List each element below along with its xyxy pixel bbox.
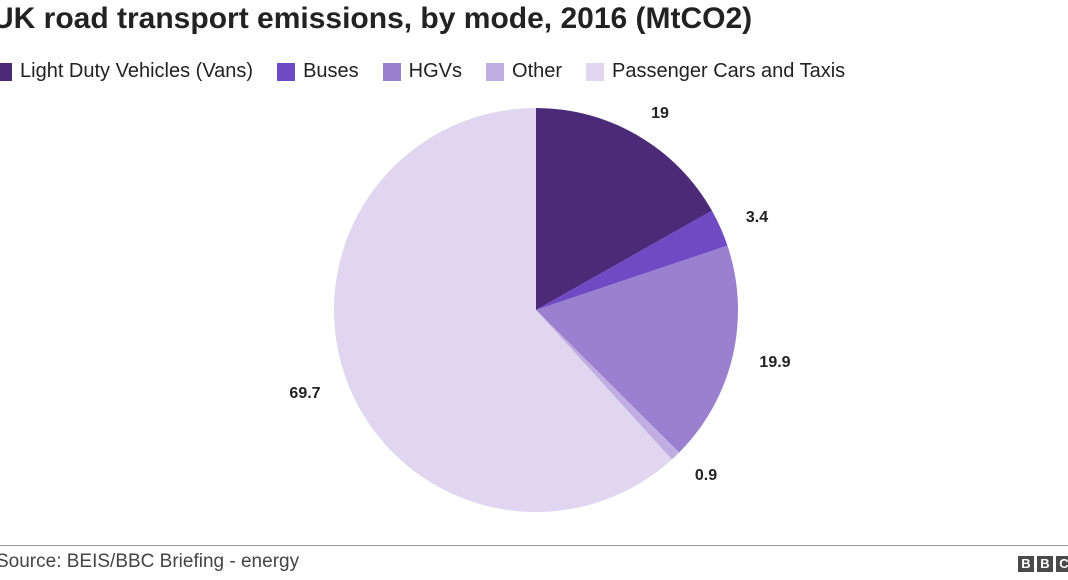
data-label-other: 0.9 — [695, 467, 717, 484]
legend-swatch-hgvs — [382, 62, 401, 81]
pie-slice-hgvs — [536, 245, 739, 453]
legend-item-hgvs: HGVs — [382, 60, 463, 83]
bbc-logo-block: B — [1037, 556, 1053, 572]
pie-slice-vans — [536, 108, 712, 310]
legend-item-cars: Passenger Cars and Taxis — [586, 60, 845, 83]
data-label-buses: 3.4 — [746, 209, 768, 226]
footer-divider — [0, 545, 1068, 546]
source-note: Source: BEIS/BBC Briefing - energy — [0, 551, 300, 572]
pie-slice-buses — [536, 210, 728, 310]
legend-swatch-other — [486, 62, 505, 81]
bbc-logo-block: B — [1018, 556, 1034, 572]
legend-swatch-vans — [0, 62, 12, 81]
pie-chart: 19 3.4 19.9 0.9 69.7 — [289, 105, 791, 512]
data-label-vans: 19 — [651, 105, 669, 122]
pie-slice-cars — [333, 108, 672, 512]
pie-slice-other — [536, 310, 680, 460]
bbc-logo-block: C — [1056, 556, 1068, 572]
data-label-hgvs: 19.9 — [759, 354, 790, 371]
bbc-logo: B B C — [1018, 556, 1068, 572]
legend-item-vans: Light Duty Vehicles (Vans) — [0, 60, 253, 83]
legend-label-other: Other — [512, 60, 563, 82]
legend: Light Duty Vehicles (Vans) Buses HGVs Ot… — [0, 60, 869, 83]
legend-swatch-buses — [277, 62, 296, 81]
legend-item-buses: Buses — [277, 60, 359, 83]
legend-item-other: Other — [486, 60, 562, 83]
data-label-cars: 69.7 — [289, 385, 320, 402]
legend-label-vans: Light Duty Vehicles (Vans) — [20, 60, 254, 82]
legend-label-cars: Passenger Cars and Taxis — [612, 60, 846, 82]
legend-label-buses: Buses — [303, 60, 359, 82]
legend-swatch-cars — [586, 62, 605, 81]
chart-title: UK road transport emissions, by mode, 20… — [0, 2, 753, 35]
legend-label-hgvs: HGVs — [408, 60, 463, 82]
